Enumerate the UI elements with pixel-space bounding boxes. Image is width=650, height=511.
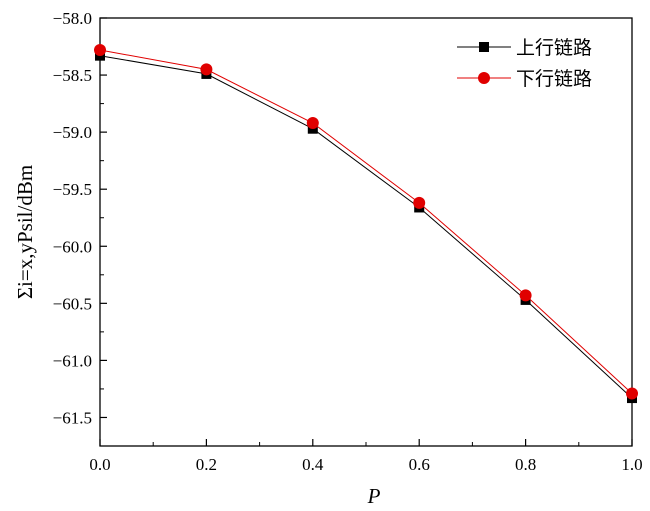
y-axis-title: Σi=x,yPsil/dBm — [13, 165, 37, 299]
data-point — [306, 117, 319, 130]
legend-item: 下行链路 — [457, 68, 592, 90]
x-tick-label: 1.0 — [621, 455, 642, 474]
series-2 — [94, 43, 638, 400]
plot-area — [94, 43, 638, 404]
y-tick-label: −58.5 — [53, 66, 92, 85]
legend-label: 下行链路 — [516, 68, 592, 90]
legend-marker — [478, 72, 490, 84]
y-tick-label: −59.0 — [53, 123, 92, 142]
y-tick-label: −59.5 — [53, 180, 92, 199]
data-point — [94, 43, 106, 56]
legend-item: 上行链路 — [457, 37, 592, 59]
series-line — [99, 55, 633, 399]
data-point — [519, 289, 532, 302]
x-tick-label: 0.2 — [196, 455, 217, 474]
data-point — [626, 387, 638, 400]
data-point — [413, 196, 426, 209]
series-1 — [95, 50, 637, 404]
x-tick-label: 0.0 — [89, 455, 110, 474]
x-tick-label: 0.6 — [409, 455, 430, 474]
data-point — [200, 63, 213, 76]
legend-label: 上行链路 — [516, 37, 592, 59]
series-line — [99, 49, 633, 394]
y-tick-label: −58.0 — [53, 9, 92, 28]
legend-marker — [479, 42, 489, 52]
y-axis: −58.0 −58.5 −59.0 −59.5 −60.0 −60.5 −61.0 −61.5 — [53, 9, 107, 427]
y-tick-label: −60.0 — [53, 237, 92, 256]
x-tick-label: 0.4 — [302, 455, 324, 474]
x-axis-title: P — [367, 484, 381, 508]
y-tick-label: −60.5 — [53, 294, 92, 313]
x-tick-label: 0.8 — [515, 455, 536, 474]
x-axis: 0.0 0.2 0.4 0.6 0.8 1.0 — [89, 439, 643, 474]
y-tick-label: −61.0 — [53, 351, 92, 370]
y-tick-label: −61.5 — [53, 408, 92, 427]
